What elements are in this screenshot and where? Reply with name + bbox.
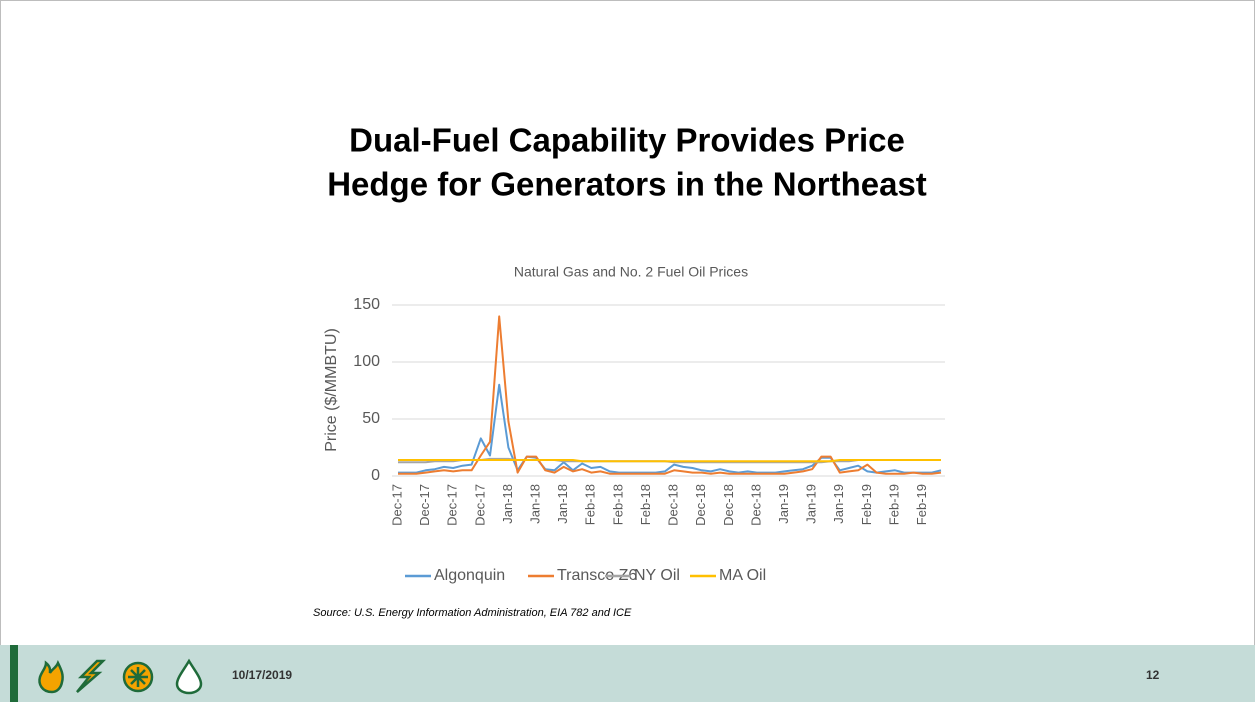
y-tick-label: 50 <box>362 410 380 427</box>
turbine-blades <box>128 667 148 687</box>
legend-label: NY Oil <box>634 567 680 584</box>
x-tick-label: Feb-18 <box>583 484 598 525</box>
x-tick-label: Dec-18 <box>666 484 681 526</box>
slide-title-line: Dual-Fuel Capability Provides Price <box>349 122 905 159</box>
x-tick-label: Feb-18 <box>610 484 625 525</box>
x-tick-label: Jan-18 <box>527 484 542 524</box>
x-tick-label: Dec-18 <box>721 484 736 526</box>
footer-date: 10/17/2019 <box>232 668 292 682</box>
x-tick-label: Dec-18 <box>748 484 763 526</box>
x-tick-label: Feb-18 <box>638 484 653 525</box>
x-tick-label: Feb-19 <box>886 484 901 525</box>
y-tick-label: 150 <box>353 296 380 313</box>
x-tick-label: Dec-18 <box>693 484 708 526</box>
x-tick-label: Dec-17 <box>472 484 487 526</box>
footer-band <box>0 645 1255 702</box>
y-tick-label: 0 <box>371 467 380 484</box>
x-tick-label: Dec-17 <box>389 484 404 526</box>
source: Source: U.S. Energy Information Administ… <box>313 607 632 619</box>
chart-title: Natural Gas and No. 2 Fuel Oil Prices <box>514 264 748 280</box>
x-tick-label: Jan-18 <box>555 484 570 524</box>
series-line <box>398 383 942 474</box>
series-line <box>398 459 941 463</box>
legend-label: MA Oil <box>719 567 766 584</box>
y-axis-label: Price ($/MMBTU) <box>323 328 340 452</box>
drop-icon <box>175 658 203 695</box>
bolt-icon <box>76 659 107 693</box>
icons <box>38 658 203 695</box>
x-tick-label: Dec-17 <box>417 484 432 526</box>
x-tick-label: Jan-19 <box>804 484 819 524</box>
x-tick-label: Jan-19 <box>831 484 846 524</box>
x-tick-label: Dec-17 <box>445 484 460 526</box>
legend-label: Algonquin <box>434 567 505 584</box>
x-tick-label: Feb-19 <box>914 484 929 525</box>
x-tick-label: Feb-19 <box>859 484 874 525</box>
x-tick-label: Jan-18 <box>500 484 515 524</box>
slide-title-line: Hedge for Generators in the Northeast <box>327 166 927 203</box>
footer-accent <box>10 645 18 702</box>
legend-label: Transco Z6 <box>557 567 637 584</box>
y-tick-label: 100 <box>353 353 380 370</box>
page-number: 12 <box>1146 668 1160 682</box>
x-tick-label: Jan-19 <box>776 484 791 524</box>
series-line <box>398 315 942 475</box>
flame-icon <box>38 659 64 694</box>
